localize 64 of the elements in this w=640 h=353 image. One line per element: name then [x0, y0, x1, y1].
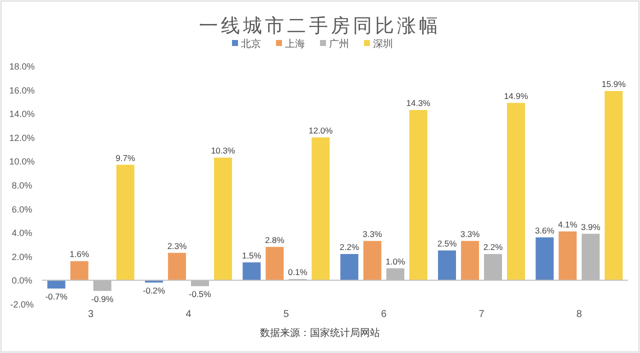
y-tick-label: 14.0% — [9, 109, 35, 120]
data-label: 15.9% — [602, 78, 626, 89]
y-tick-label: 18.0% — [9, 62, 35, 72]
x-tick-label: 4 — [186, 309, 192, 320]
data-label: 3.9% — [580, 222, 601, 232]
data-label: 14.3% — [406, 98, 431, 108]
y-tick-label: 16.0% — [9, 85, 35, 96]
bar — [116, 164, 134, 280]
y-tick-label: 6.0% — [12, 204, 32, 214]
data-label: 12.0% — [308, 125, 334, 136]
bar — [266, 246, 284, 280]
bar — [536, 237, 554, 280]
data-label: 1.6% — [70, 249, 90, 260]
bar — [604, 90, 623, 280]
y-tick-label: 8.0% — [12, 180, 32, 190]
data-label: 3.6% — [534, 225, 555, 236]
data-label: 1.5% — [242, 250, 262, 260]
data-label: -0.2% — [142, 286, 166, 296]
legend-label: 上海 — [285, 38, 305, 50]
x-tick-label: 6 — [381, 309, 388, 320]
data-label: 2.2% — [483, 242, 504, 252]
bar — [363, 240, 382, 280]
data-label: 2.5% — [437, 238, 458, 248]
y-tick-label: 12.0% — [9, 132, 35, 143]
y-tick-label: 10.0% — [9, 156, 35, 167]
bar — [168, 252, 186, 280]
legend-label: 深圳 — [373, 38, 393, 50]
bar — [340, 254, 358, 280]
x-tick-label: 3 — [88, 309, 94, 320]
bar — [242, 262, 261, 280]
x-tick-label: 8 — [576, 309, 582, 320]
bar — [438, 250, 456, 280]
data-label: 4.1% — [558, 219, 578, 230]
bar — [47, 280, 66, 289]
data-label: -0.7% — [45, 292, 68, 302]
data-label: 10.3% — [210, 146, 236, 156]
data-label: 1.0% — [386, 256, 406, 266]
source-note: 数据来源：国家统计局网站 — [260, 327, 380, 339]
bar — [461, 240, 479, 280]
data-label: -0.5% — [188, 289, 212, 300]
legend-label: 北京 — [241, 38, 261, 50]
data-label: -0.9% — [91, 294, 114, 304]
y-tick-label: -2.0% — [10, 300, 34, 310]
y-tick-label: 4.0% — [12, 228, 32, 238]
data-label: 2.8% — [264, 234, 285, 245]
y-tick-label: 0.0% — [12, 276, 32, 286]
y-tick-label: 2.0% — [12, 252, 32, 262]
bar — [507, 102, 525, 280]
bar — [312, 137, 330, 280]
data-label: 2.3% — [167, 240, 188, 251]
bar — [409, 110, 428, 280]
x-tick-label: 7 — [478, 309, 485, 320]
data-label: 0.1% — [288, 267, 308, 278]
bar — [70, 261, 88, 280]
bar — [558, 231, 577, 280]
bar — [214, 158, 232, 280]
legend-label: 广州 — [329, 38, 349, 50]
data-label: 3.3% — [460, 228, 480, 239]
x-tick-label: 5 — [283, 309, 290, 320]
chart-title: 一线城市二手房同比涨幅 — [199, 15, 441, 37]
data-label: 2.2% — [340, 242, 360, 252]
data-label: 14.9% — [504, 90, 528, 101]
data-label: 3.3% — [362, 228, 382, 239]
data-label: 9.7% — [116, 152, 136, 163]
